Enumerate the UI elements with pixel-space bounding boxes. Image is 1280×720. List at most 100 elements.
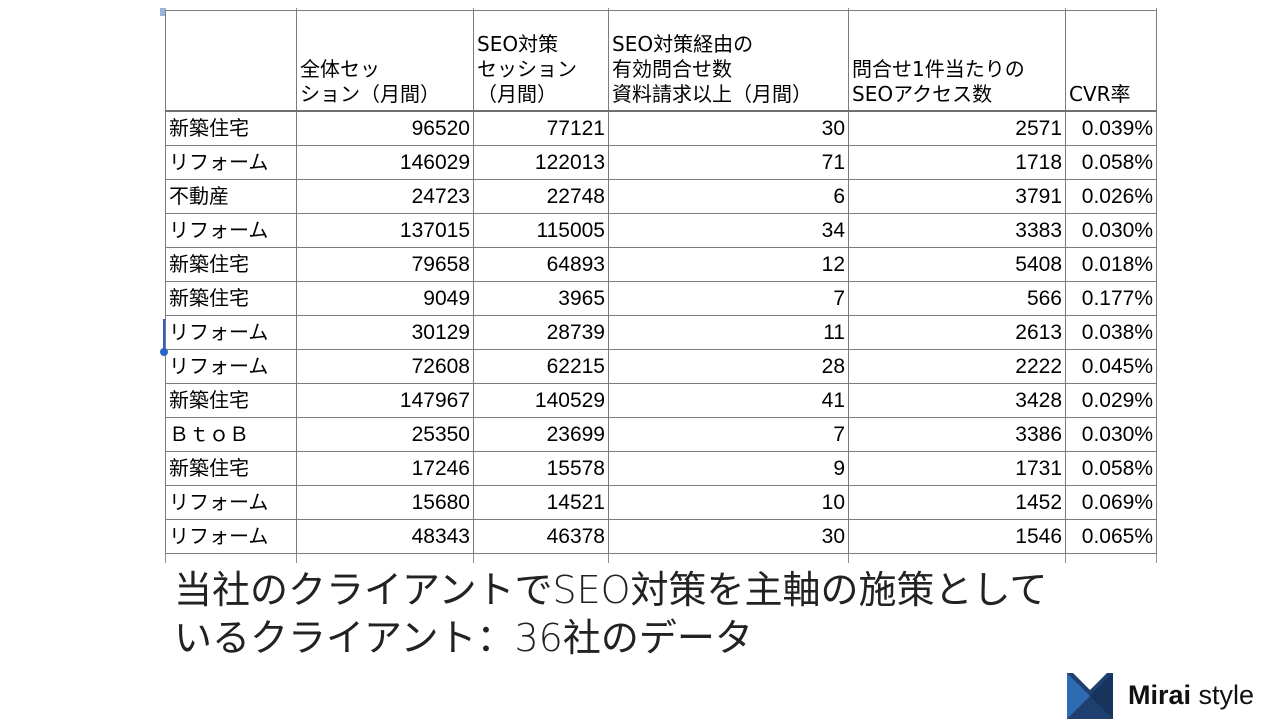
row-selection-handle[interactable]	[163, 319, 165, 352]
category-cell[interactable]: ＢｔｏＢ	[165, 417, 297, 452]
column-header-text: SEOアクセス数	[852, 82, 993, 106]
column-header-5: CVR率	[1065, 10, 1157, 112]
value-cell[interactable]: 0.018%	[1065, 247, 1157, 282]
column-header-2: SEO対策 セッション （月間）	[473, 10, 609, 112]
value-cell[interactable]: 0.038%	[1065, 315, 1157, 350]
value-cell[interactable]: 147967	[296, 383, 474, 418]
value-cell[interactable]: 25350	[296, 417, 474, 452]
value-cell[interactable]: 115005	[473, 213, 609, 248]
value-cell[interactable]: 15578	[473, 451, 609, 486]
brand-name-bold: Mirai	[1128, 680, 1192, 710]
value-cell[interactable]: 23699	[473, 417, 609, 452]
value-cell[interactable]: 0.058%	[1065, 451, 1157, 486]
value-cell[interactable]: 28739	[473, 315, 609, 350]
category-cell[interactable]: 新築住宅	[165, 110, 297, 146]
category-cell[interactable]: リフォーム	[165, 519, 297, 554]
value-cell[interactable]: 30	[608, 110, 849, 146]
table-row: リフォーム 15680 14521 10 1452 0.069%	[165, 485, 1157, 520]
selection-drag-handle[interactable]	[160, 348, 168, 356]
value-cell[interactable]: 0.030%	[1065, 213, 1157, 248]
table-row: リフォーム 72608 62215 28 2222 0.045%	[165, 349, 1157, 384]
value-cell[interactable]: 72608	[296, 349, 474, 384]
category-cell[interactable]: 新築住宅	[165, 247, 297, 282]
category-cell[interactable]: 新築住宅	[165, 383, 297, 418]
category-cell[interactable]: リフォーム	[165, 485, 297, 520]
column-header-text: SEO対策経由の	[612, 32, 754, 56]
column-handle[interactable]	[160, 8, 166, 16]
value-cell[interactable]: 0.177%	[1065, 281, 1157, 316]
value-cell[interactable]: 140529	[473, 383, 609, 418]
value-cell[interactable]: 48343	[296, 519, 474, 554]
value-cell[interactable]: 14521	[473, 485, 609, 520]
value-cell[interactable]: 7	[608, 417, 849, 452]
value-cell[interactable]: 22748	[473, 179, 609, 214]
column-header-3: SEO対策経由の 有効問合せ数 資料請求以上（月間）	[608, 10, 849, 112]
value-cell[interactable]: 566	[848, 281, 1066, 316]
category-cell[interactable]: 新築住宅	[165, 451, 297, 486]
value-cell[interactable]: 0.039%	[1065, 110, 1157, 146]
category-cell[interactable]: 不動産	[165, 179, 297, 214]
table-row: 新築住宅 9049 3965 7 566 0.177%	[165, 281, 1157, 316]
table-row: 新築住宅 96520 77121 30 2571 0.039%	[165, 110, 1157, 146]
value-cell[interactable]: 1546	[848, 519, 1066, 554]
value-cell[interactable]: 146029	[296, 145, 474, 180]
value-cell[interactable]: 12	[608, 247, 849, 282]
value-cell[interactable]: 0.026%	[1065, 179, 1157, 214]
value-cell[interactable]: 11	[608, 315, 849, 350]
value-cell[interactable]: 6	[608, 179, 849, 214]
value-cell[interactable]: 2613	[848, 315, 1066, 350]
value-cell[interactable]: 2571	[848, 110, 1066, 146]
value-cell[interactable]: 3386	[848, 417, 1066, 452]
table-row: リフォーム 137015 115005 34 3383 0.030%	[165, 213, 1157, 248]
category-cell[interactable]: リフォーム	[165, 349, 297, 384]
value-cell[interactable]: 0.030%	[1065, 417, 1157, 452]
value-cell[interactable]: 62215	[473, 349, 609, 384]
value-cell[interactable]: 137015	[296, 213, 474, 248]
value-cell[interactable]: 3383	[848, 213, 1066, 248]
value-cell[interactable]: 34	[608, 213, 849, 248]
value-cell[interactable]: 64893	[473, 247, 609, 282]
value-cell[interactable]: 17246	[296, 451, 474, 486]
value-cell[interactable]: 3965	[473, 281, 609, 316]
value-cell[interactable]: 7	[608, 281, 849, 316]
value-cell[interactable]: 122013	[473, 145, 609, 180]
value-cell[interactable]: 0.069%	[1065, 485, 1157, 520]
value-cell[interactable]: 15680	[296, 485, 474, 520]
value-cell[interactable]: 1731	[848, 451, 1066, 486]
value-cell[interactable]: 79658	[296, 247, 474, 282]
value-cell[interactable]: 10	[608, 485, 849, 520]
value-cell[interactable]: 0.058%	[1065, 145, 1157, 180]
column-header-text: 全体セッ	[300, 57, 380, 81]
category-cell[interactable]: リフォーム	[165, 145, 297, 180]
column-header-text: セッション	[477, 57, 577, 81]
table-row: リフォーム 146029 122013 71 1718 0.058%	[165, 145, 1157, 180]
value-cell[interactable]: 1452	[848, 485, 1066, 520]
value-cell[interactable]: 0.045%	[1065, 349, 1157, 384]
value-cell[interactable]: 3428	[848, 383, 1066, 418]
value-cell[interactable]: 30129	[296, 315, 474, 350]
value-cell[interactable]: 24723	[296, 179, 474, 214]
value-cell[interactable]: 9	[608, 451, 849, 486]
value-cell[interactable]: 96520	[296, 110, 474, 146]
value-cell[interactable]: 9049	[296, 281, 474, 316]
value-cell[interactable]: 0.065%	[1065, 519, 1157, 554]
column-header-text: CVR率	[1069, 82, 1131, 106]
category-cell[interactable]: リフォーム	[165, 213, 297, 248]
value-cell[interactable]: 1718	[848, 145, 1066, 180]
value-cell[interactable]: 30	[608, 519, 849, 554]
table-row: 新築住宅 79658 64893 12 5408 0.018%	[165, 247, 1157, 282]
value-cell[interactable]: 46378	[473, 519, 609, 554]
brand-name-rest: style	[1191, 680, 1255, 710]
category-cell[interactable]: 新築住宅	[165, 281, 297, 316]
value-cell[interactable]: 77121	[473, 110, 609, 146]
value-cell[interactable]: 3791	[848, 179, 1066, 214]
value-cell[interactable]: 71	[608, 145, 849, 180]
value-cell[interactable]: 0.029%	[1065, 383, 1157, 418]
column-header-text: 資料請求以上（月間）	[612, 82, 812, 106]
category-cell[interactable]: リフォーム	[165, 315, 297, 350]
value-cell[interactable]: 5408	[848, 247, 1066, 282]
value-cell[interactable]: 28	[608, 349, 849, 384]
caption-line-1: 当社のクライアントでSEO対策を主軸の施策として	[174, 568, 1048, 612]
value-cell[interactable]: 2222	[848, 349, 1066, 384]
value-cell[interactable]: 41	[608, 383, 849, 418]
